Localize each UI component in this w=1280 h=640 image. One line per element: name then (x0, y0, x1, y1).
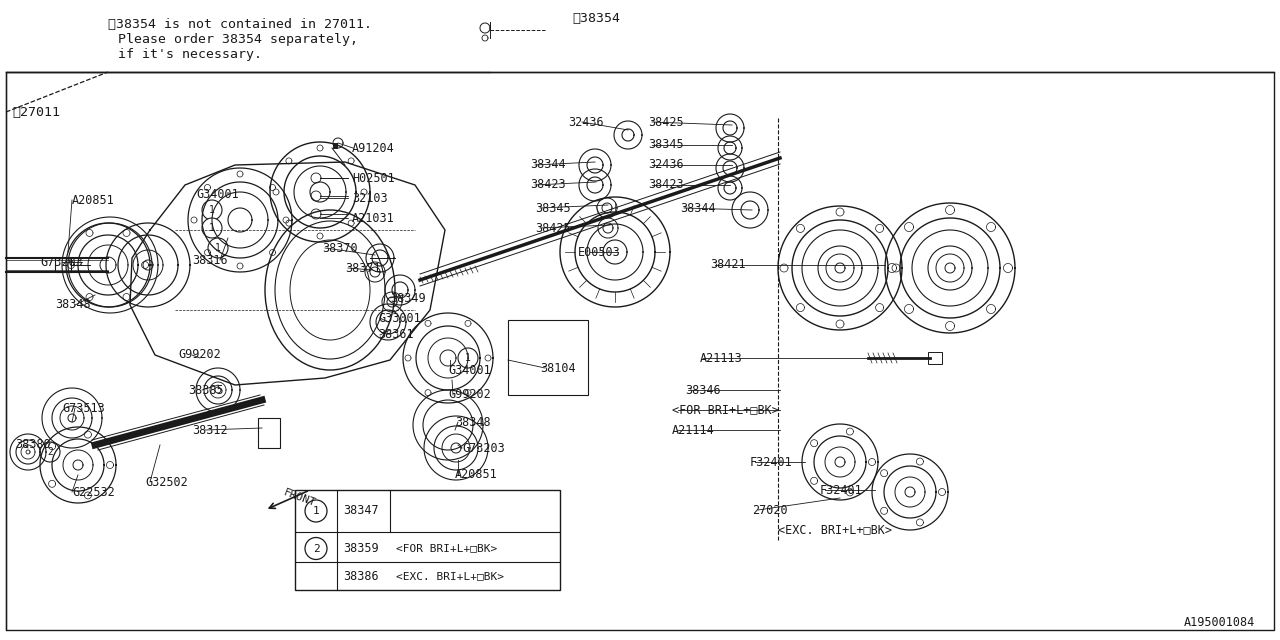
Text: A21114: A21114 (672, 424, 714, 436)
Text: 38348: 38348 (454, 415, 490, 429)
Text: 38359: 38359 (343, 542, 379, 555)
Text: F32401: F32401 (820, 483, 863, 497)
Text: A21031: A21031 (352, 211, 394, 225)
Text: 38425: 38425 (535, 221, 571, 234)
Text: A91204: A91204 (352, 141, 394, 154)
Text: 38345: 38345 (535, 202, 571, 214)
Text: 1: 1 (215, 243, 221, 253)
Text: 38349: 38349 (390, 291, 426, 305)
Text: 2: 2 (312, 543, 320, 554)
Text: ※38354 is not contained in 27011.: ※38354 is not contained in 27011. (108, 18, 372, 31)
Circle shape (202, 218, 221, 238)
Text: FRONT: FRONT (283, 488, 317, 508)
Text: E00503: E00503 (579, 246, 621, 259)
Text: G73203: G73203 (40, 255, 83, 269)
Text: 38316: 38316 (192, 253, 228, 266)
Text: G32502: G32502 (145, 476, 188, 488)
Text: <FOR BRI+L+□BK>: <FOR BRI+L+□BK> (672, 403, 778, 417)
Text: 38344: 38344 (680, 202, 716, 214)
Bar (294, 490, 561, 590)
Text: A20851: A20851 (72, 193, 115, 207)
Text: G73203: G73203 (462, 442, 504, 454)
Text: 27020: 27020 (753, 504, 787, 516)
Text: 38361: 38361 (378, 328, 413, 342)
Bar (259, 418, 280, 448)
Circle shape (207, 238, 228, 258)
Text: F32401: F32401 (750, 456, 792, 468)
Bar (508, 320, 588, 395)
Text: 32436: 32436 (648, 159, 684, 172)
Text: 38348: 38348 (55, 298, 91, 312)
Text: 38344: 38344 (530, 159, 566, 172)
Text: G99202: G99202 (178, 349, 220, 362)
Circle shape (40, 442, 60, 462)
Text: G99202: G99202 (448, 388, 490, 401)
Text: 38380: 38380 (15, 438, 51, 451)
Bar (928, 352, 942, 364)
Text: 38425: 38425 (648, 115, 684, 129)
Text: A195001084: A195001084 (1184, 616, 1254, 628)
Text: H02501: H02501 (352, 172, 394, 184)
Text: 32103: 32103 (352, 191, 388, 205)
Text: 1: 1 (465, 353, 471, 363)
Text: 38423: 38423 (648, 179, 684, 191)
Text: 38345: 38345 (648, 138, 684, 152)
Text: G73513: G73513 (61, 401, 105, 415)
Text: A20851: A20851 (454, 468, 498, 481)
Text: G34001: G34001 (448, 364, 490, 376)
Text: 1: 1 (209, 223, 215, 233)
Text: G33001: G33001 (378, 312, 421, 324)
Text: 38370: 38370 (323, 241, 357, 255)
Text: 38312: 38312 (192, 424, 228, 436)
Text: <EXC. BRI+L+□BK>: <EXC. BRI+L+□BK> (778, 524, 892, 536)
Text: 1: 1 (209, 205, 215, 215)
Text: 38423: 38423 (530, 179, 566, 191)
Circle shape (458, 348, 477, 368)
Text: 38371: 38371 (346, 262, 380, 275)
Text: 38421: 38421 (710, 259, 746, 271)
Text: 38346: 38346 (685, 383, 721, 397)
Text: 38385: 38385 (188, 383, 224, 397)
Text: 2: 2 (47, 447, 52, 457)
Text: G22532: G22532 (72, 486, 115, 499)
Bar (6, 72, 1274, 630)
Text: 1: 1 (312, 506, 320, 516)
Text: Please order 38354 separately,: Please order 38354 separately, (118, 33, 358, 46)
Text: if it's necessary.: if it's necessary. (118, 48, 262, 61)
Text: 38347: 38347 (343, 504, 379, 518)
Text: ※38354: ※38354 (572, 12, 620, 24)
Text: A21113: A21113 (700, 351, 742, 365)
Text: 32436: 32436 (568, 115, 604, 129)
Text: 38104: 38104 (540, 362, 576, 374)
Text: <FOR BRI+L+□BK>: <FOR BRI+L+□BK> (396, 543, 497, 554)
Text: G34001: G34001 (196, 189, 239, 202)
Text: ※27011: ※27011 (12, 106, 60, 118)
Text: 38386: 38386 (343, 570, 379, 582)
Text: <EXC. BRI+L+□BK>: <EXC. BRI+L+□BK> (396, 571, 504, 581)
Circle shape (202, 200, 221, 220)
